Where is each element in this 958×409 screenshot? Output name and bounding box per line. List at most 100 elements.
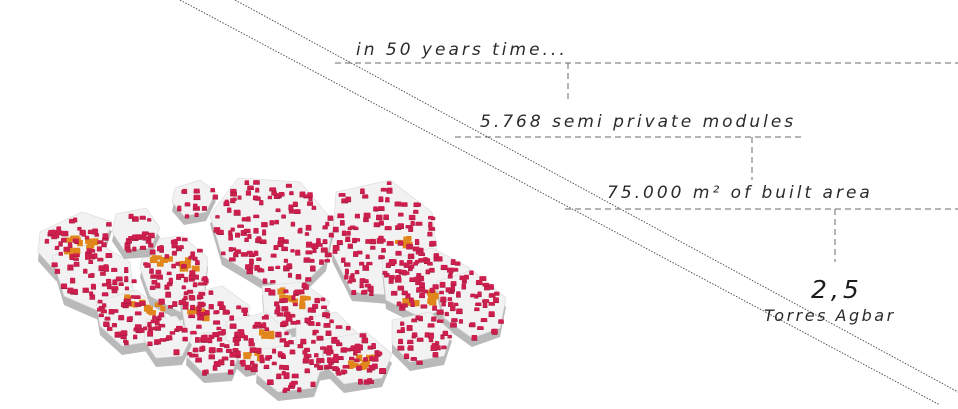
- module: [474, 307, 480, 311]
- module: [186, 289, 194, 294]
- module: [482, 299, 490, 303]
- module: [277, 351, 283, 357]
- module: [270, 253, 277, 258]
- module: [82, 287, 89, 293]
- module: [356, 365, 362, 371]
- module: [409, 264, 415, 269]
- module: [182, 304, 189, 310]
- module: [141, 231, 149, 235]
- module: [410, 220, 415, 226]
- module: [439, 290, 444, 294]
- module: [248, 342, 255, 347]
- module: [183, 276, 188, 282]
- module: [300, 338, 307, 344]
- module: [304, 368, 310, 373]
- semi-private-area: [302, 295, 309, 301]
- module: [173, 349, 180, 355]
- module: [270, 280, 276, 284]
- module: [493, 297, 499, 303]
- module: [190, 330, 197, 335]
- module: [124, 266, 129, 273]
- module: [461, 277, 467, 282]
- module: [182, 301, 189, 305]
- module: [351, 290, 357, 295]
- module: [425, 269, 431, 274]
- semi-private-area: [280, 287, 286, 292]
- module: [134, 324, 142, 329]
- module: [234, 249, 242, 254]
- module: [434, 341, 440, 345]
- module: [115, 276, 123, 281]
- module: [494, 291, 500, 296]
- module: [428, 337, 434, 342]
- module: [208, 303, 214, 309]
- module: [247, 185, 254, 190]
- module: [477, 326, 484, 330]
- module: [188, 255, 195, 260]
- module: [359, 282, 364, 288]
- module: [371, 342, 376, 349]
- module: [142, 326, 148, 330]
- semi-private-area: [286, 295, 296, 300]
- module: [106, 222, 112, 227]
- leader-lines: [335, 62, 958, 262]
- module: [150, 274, 157, 279]
- module: [349, 356, 355, 360]
- module: [248, 338, 254, 343]
- module: [405, 293, 411, 299]
- module: [267, 195, 273, 199]
- module: [272, 348, 277, 354]
- module: [408, 214, 416, 220]
- module: [450, 305, 456, 311]
- module: [111, 322, 117, 327]
- semi-private-area: [154, 302, 163, 308]
- module: [418, 258, 424, 263]
- module: [188, 274, 194, 280]
- module: [320, 357, 325, 363]
- module: [155, 269, 162, 274]
- semi-private-area: [179, 266, 185, 272]
- module: [454, 261, 461, 266]
- module: [165, 291, 172, 298]
- module: [354, 238, 361, 242]
- module: [376, 237, 384, 244]
- module: [230, 198, 236, 203]
- module: [184, 214, 190, 219]
- module: [302, 284, 309, 290]
- module: [335, 325, 343, 329]
- module: [332, 244, 340, 251]
- module: [275, 305, 281, 311]
- module: [295, 273, 302, 279]
- module: [274, 219, 279, 224]
- module: [366, 261, 373, 265]
- module: [354, 358, 360, 362]
- module: [286, 263, 293, 269]
- module: [332, 357, 339, 363]
- module: [271, 361, 277, 365]
- module: [92, 228, 99, 234]
- module: [48, 229, 55, 235]
- semi-private-area: [128, 301, 136, 307]
- module: [274, 301, 280, 306]
- module: [175, 261, 180, 266]
- semi-private-area: [159, 257, 168, 263]
- module: [363, 357, 368, 362]
- module: [209, 348, 214, 353]
- module: [200, 337, 207, 342]
- module: [305, 277, 312, 282]
- module: [430, 240, 437, 246]
- module: [192, 274, 199, 280]
- module: [77, 226, 82, 231]
- module: [447, 274, 453, 279]
- module: [219, 305, 226, 310]
- annotation-ratio-value: 2,5: [811, 275, 863, 304]
- module: [283, 311, 291, 317]
- module: [123, 339, 128, 343]
- module: [428, 215, 434, 220]
- semi-private-area: [243, 352, 251, 360]
- module: [407, 346, 413, 350]
- module: [155, 282, 161, 288]
- module: [362, 194, 369, 199]
- module: [377, 351, 383, 355]
